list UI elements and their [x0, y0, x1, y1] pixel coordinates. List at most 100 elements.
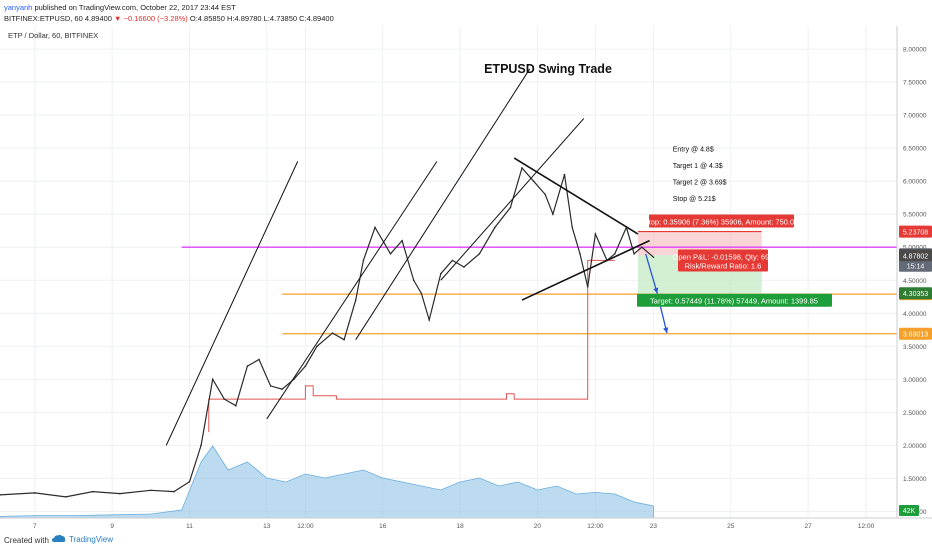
price-badge-bg: [899, 249, 932, 262]
price-point: [269, 385, 272, 387]
price-badge-label: 4.30353: [903, 291, 928, 298]
price-point: [463, 266, 465, 268]
time-tick-label: 12:00: [858, 523, 875, 530]
price-tick-label: 3.00000: [903, 377, 927, 384]
price-point: [246, 365, 249, 367]
stop-label-bg: [649, 214, 794, 228]
price-tick-label: 7.50000: [903, 80, 927, 87]
price-point: [594, 233, 597, 235]
volume-fill: [0, 445, 654, 519]
time-tick-label: 12:00: [587, 523, 604, 530]
price-tick-label: 4.50000: [903, 278, 927, 285]
price-point: [532, 180, 535, 182]
volume-badge-bg: [899, 505, 919, 516]
price-point: [354, 299, 357, 301]
price-tick-label: 1.50000: [903, 476, 927, 483]
price-tick-label: 4.00000: [903, 311, 927, 318]
annotation-text: Entry @ 4.8$: [673, 146, 714, 153]
chart-labels: Entry @ 4.8$ Target 1 @ 4.3$ Target 2 @ 3.…: [637, 146, 832, 307]
author-link[interactable]: yanyanh: [4, 3, 33, 12]
price-point: [571, 226, 574, 229]
price-badge-bg: [899, 287, 932, 300]
time-tick-label: 12:00: [297, 523, 314, 530]
price-point: [223, 398, 226, 400]
ohlc-values: O:4.85850 H:4.89780 L:4.73850 C:4.89400: [189, 14, 334, 23]
price-point: [652, 256, 655, 258]
price-tick-label: 5.00000: [903, 245, 927, 252]
pnl-label: Open P&L: -0.01598, Qty: 696: [673, 252, 774, 261]
trendline: [521, 239, 650, 301]
price-line: [0, 166, 654, 498]
price-point: [451, 259, 454, 262]
price-point: [579, 253, 581, 255]
price-tick-label: 3.50000: [903, 344, 927, 351]
price-point: [91, 490, 94, 493]
time-tick-label: 13: [263, 523, 271, 530]
publish-info: published on TradingView.com, October 22…: [32, 3, 236, 12]
time-axis[interactable]: 7 9 11 13 12:00 16 18 20 12:00 23 25 27 12:00: [0, 517, 932, 530]
target-label: Target: 0.57449 (11.78%) 57449, Amount: …: [650, 297, 818, 306]
price-point: [420, 292, 423, 295]
created-with-text: Created with: [4, 536, 49, 545]
price-point: [188, 480, 191, 483]
trendline: [440, 118, 585, 281]
price-point: [586, 286, 589, 288]
price-point: [173, 490, 175, 493]
symbol-caption: ETP / Dollar, 60, BITFINEX: [8, 31, 98, 40]
annotation-text: Target 2 @ 3.69$: [673, 179, 727, 186]
rr-label: Risk/Reward Ratio: 1.6: [685, 261, 762, 270]
price-point: [494, 226, 496, 229]
tradingview-brand[interactable]: TradingView: [52, 534, 113, 544]
price-point: [149, 489, 152, 492]
price-point: [362, 259, 365, 262]
level-badge-label: 3.69013: [903, 332, 928, 339]
price-point: [304, 365, 307, 367]
trendlines: [165, 68, 650, 446]
price-point: [521, 167, 523, 169]
price-point: [552, 213, 554, 216]
stop-step-path: [208, 259, 615, 433]
price-point: [633, 253, 635, 255]
price-point: [64, 496, 67, 498]
price-point: [211, 378, 214, 381]
price-point: [343, 338, 345, 341]
price-point: [641, 246, 643, 249]
publish-line: yanyanh published on TradingView.com, Oc…: [4, 3, 236, 12]
price-point: [509, 206, 512, 209]
price-point: [478, 253, 481, 255]
price-point: [412, 279, 415, 282]
price-axis[interactable]: 1.000001.500002.000002.500003.000003.500…: [896, 26, 932, 518]
price-badge-bg: [899, 259, 932, 272]
footer: Created with TradingView: [0, 532, 932, 550]
price-point: [401, 239, 403, 242]
projection-arrows: [645, 253, 669, 334]
level-badge-bg: [899, 327, 932, 340]
price-point: [439, 272, 442, 275]
trendline: [355, 68, 531, 340]
time-tick-label: 18: [456, 523, 464, 530]
price-point: [235, 404, 237, 407]
price-point: [258, 358, 260, 361]
price-point: [200, 444, 202, 447]
stop-zone: [637, 231, 762, 256]
chart-header: yanyanh published on TradingView.com, Oc…: [0, 0, 932, 26]
time-tick-label: 20: [534, 523, 542, 530]
price-point: [374, 226, 376, 229]
price-point: [316, 345, 318, 348]
time-tick-label: 7: [33, 523, 37, 530]
chart-title: ETPUSD Swing Trade: [484, 62, 612, 76]
target-label-bg: [637, 293, 832, 307]
price-tick-label: 2.00000: [903, 443, 927, 450]
price-point: [428, 319, 430, 321]
stop-step-line: [208, 259, 615, 433]
time-tick-label: 23: [650, 523, 658, 530]
pnl-label-bg: [678, 249, 768, 272]
price-tick-label: 2.50000: [903, 410, 927, 417]
time-tick-label: 27: [804, 523, 812, 530]
price-tick-label: 7.00000: [903, 113, 927, 120]
volume-badge-label: 42K: [903, 508, 916, 515]
down-arrow-icon: ▼: [114, 14, 122, 23]
level-badge-label: 5.23708: [903, 230, 928, 237]
price-tick-label: 5.50000: [903, 212, 927, 219]
